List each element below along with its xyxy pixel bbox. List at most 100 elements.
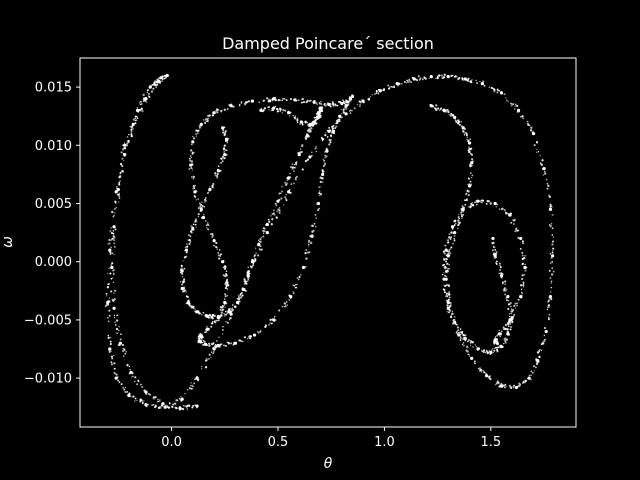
data-point: [320, 100, 322, 103]
data-point: [428, 77, 430, 80]
data-point: [524, 269, 527, 272]
data-point: [223, 151, 225, 153]
data-point: [222, 129, 224, 131]
data-point: [462, 336, 465, 339]
data-point: [269, 322, 271, 324]
data-point: [183, 256, 187, 259]
data-point: [297, 153, 300, 156]
data-point: [232, 342, 235, 344]
data-point: [496, 89, 499, 92]
data-point: [118, 183, 121, 186]
data-point: [469, 205, 472, 208]
data-point: [230, 308, 234, 311]
y-axis-label: ω: [0, 236, 16, 248]
data-point: [187, 299, 190, 302]
data-point: [197, 198, 200, 201]
data-point: [229, 317, 232, 320]
data-point: [464, 203, 467, 206]
data-point: [318, 202, 321, 205]
data-point: [222, 266, 225, 269]
data-point: [237, 294, 240, 297]
data-point: [224, 310, 227, 313]
data-point: [288, 115, 291, 117]
data-point: [223, 153, 225, 156]
data-point: [209, 317, 212, 319]
data-point: [262, 235, 265, 238]
data-point: [446, 267, 449, 270]
data-point: [221, 160, 224, 163]
data-point: [296, 119, 299, 122]
data-point: [529, 129, 533, 132]
data-point: [453, 239, 456, 242]
data-point: [451, 322, 455, 325]
data-point: [292, 284, 295, 287]
data-point: [456, 333, 459, 336]
data-point: [540, 349, 543, 352]
data-point: [521, 251, 524, 254]
data-point: [234, 305, 237, 309]
data-point: [216, 176, 219, 179]
data-point: [468, 163, 472, 166]
data-point: [226, 142, 228, 144]
data-point: [225, 153, 228, 156]
data-point: [406, 80, 408, 82]
data-point: [154, 404, 157, 407]
data-point: [369, 96, 372, 98]
data-point: [212, 350, 215, 354]
data-point: [514, 103, 517, 106]
data-point: [505, 338, 508, 341]
data-point: [185, 406, 188, 408]
data-point: [298, 278, 300, 281]
data-point: [187, 234, 190, 236]
data-point: [134, 117, 137, 119]
data-point: [523, 273, 526, 276]
data-point: [514, 105, 516, 107]
data-point: [483, 84, 486, 87]
data-point: [350, 98, 353, 101]
data-point: [127, 140, 130, 143]
data-point: [511, 386, 513, 388]
data-point: [440, 74, 443, 77]
data-point: [449, 236, 451, 239]
data-point: [250, 99, 255, 103]
data-point: [117, 193, 120, 196]
data-point: [262, 227, 265, 230]
data-point: [199, 210, 202, 213]
data-point: [207, 228, 210, 231]
data-point: [401, 83, 403, 85]
data-point: [362, 101, 365, 103]
data-point: [201, 314, 203, 316]
data-point: [270, 109, 272, 112]
data-point: [523, 286, 525, 288]
data-point: [461, 343, 464, 346]
data-point: [449, 304, 452, 307]
data-point: [337, 100, 340, 103]
data-point: [472, 346, 474, 348]
data-point: [435, 77, 437, 79]
data-point: [192, 385, 194, 388]
data-point: [257, 254, 260, 257]
data-point: [454, 323, 456, 325]
data-point: [268, 218, 270, 221]
data-point: [310, 124, 313, 127]
data-point: [180, 399, 183, 402]
data-point: [470, 202, 473, 206]
data-point: [201, 333, 203, 335]
data-point: [128, 372, 131, 375]
data-point: [518, 382, 521, 385]
data-point: [442, 76, 445, 79]
data-point: [377, 92, 380, 94]
data-point: [223, 144, 226, 147]
data-point: [214, 174, 217, 177]
data-point: [182, 260, 184, 262]
data-point: [444, 253, 446, 255]
data-point: [189, 230, 193, 233]
data-point: [238, 103, 241, 106]
data-point: [547, 184, 550, 187]
data-point: [450, 74, 453, 78]
data-point: [478, 347, 481, 350]
data-point: [208, 342, 211, 345]
data-point: [533, 370, 536, 372]
data-point: [471, 202, 473, 204]
data-point: [500, 208, 503, 211]
